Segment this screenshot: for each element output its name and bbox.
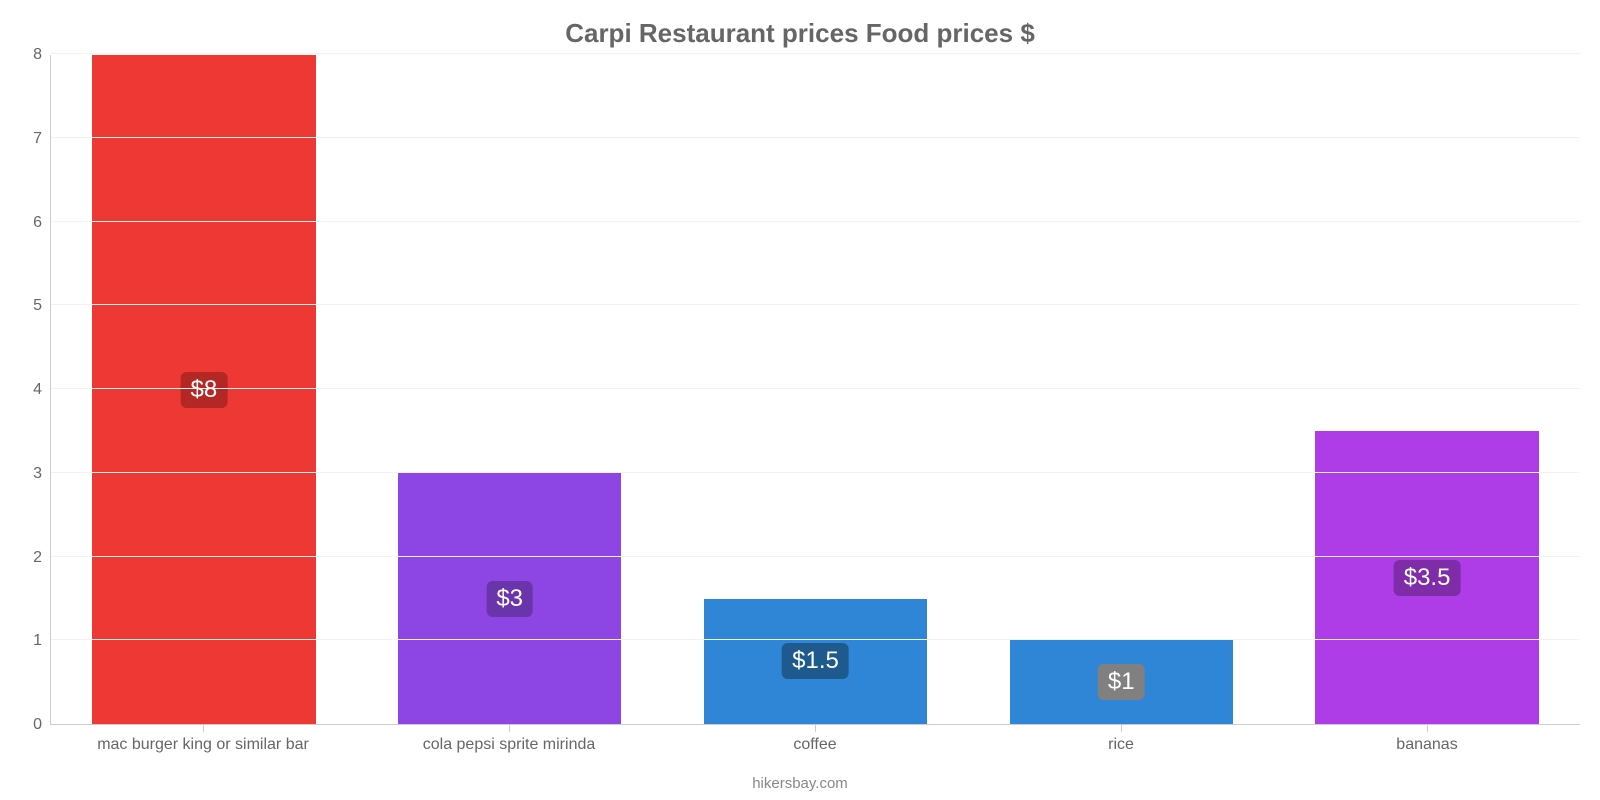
gridline: [51, 53, 1580, 54]
gridline: [51, 639, 1580, 640]
bar-slot: $1.5: [663, 55, 969, 724]
chart-title: Carpi Restaurant prices Food prices $: [0, 18, 1600, 49]
ytick-label: 8: [2, 46, 42, 64]
bar: $1: [1010, 640, 1233, 724]
bar: $3.5: [1315, 431, 1538, 724]
ytick-label: 3: [2, 465, 42, 483]
xtick: coffee: [662, 732, 968, 754]
ytick-label: 4: [2, 381, 42, 399]
gridline: [51, 221, 1580, 222]
bar-value-label: $3: [486, 581, 533, 617]
bar: $3: [398, 473, 621, 724]
bar-value-label: $3.5: [1394, 560, 1461, 596]
bar-slot: $1: [968, 55, 1274, 724]
xtick: cola pepsi sprite mirinda: [356, 732, 662, 754]
ytick-label: 6: [2, 214, 42, 232]
ytick-label: 2: [2, 549, 42, 567]
ytick-label: 7: [2, 130, 42, 148]
chart-container: Carpi Restaurant prices Food prices $ $8…: [0, 0, 1600, 800]
xtick-label: rice: [968, 732, 1274, 754]
xtick: bananas: [1274, 732, 1580, 754]
bar-slot: $3.5: [1274, 55, 1580, 724]
xtick: mac burger king or similar bar: [50, 732, 356, 754]
ytick-label: 5: [2, 297, 42, 315]
ytick-label: 0: [2, 716, 42, 734]
bar-slot: $3: [357, 55, 663, 724]
ytick-label: 1: [2, 632, 42, 650]
xtick-label: coffee: [662, 732, 968, 754]
x-axis: mac burger king or similar barcola pepsi…: [50, 732, 1580, 754]
bar: $1.5: [704, 599, 927, 724]
xtick: rice: [968, 732, 1274, 754]
bars-group: $8 $3 $1.5 $1 $3.5: [51, 55, 1580, 724]
bar-value-label: $1.5: [782, 643, 849, 679]
gridline: [51, 388, 1580, 389]
bar-value-label: $8: [181, 372, 228, 408]
gridline: [51, 304, 1580, 305]
bar: $8: [92, 55, 315, 724]
bar-slot: $8: [51, 55, 357, 724]
xtick-label: mac burger king or similar bar: [50, 732, 356, 754]
bar-value-label: $1: [1098, 664, 1145, 700]
chart-footer: hikersbay.com: [0, 775, 1600, 792]
xtick-label: bananas: [1274, 732, 1580, 754]
gridline: [51, 556, 1580, 557]
xtick-label: cola pepsi sprite mirinda: [356, 732, 662, 754]
plot-area: $8 $3 $1.5 $1 $3.5: [50, 55, 1580, 725]
gridline: [51, 472, 1580, 473]
gridline: [51, 137, 1580, 138]
